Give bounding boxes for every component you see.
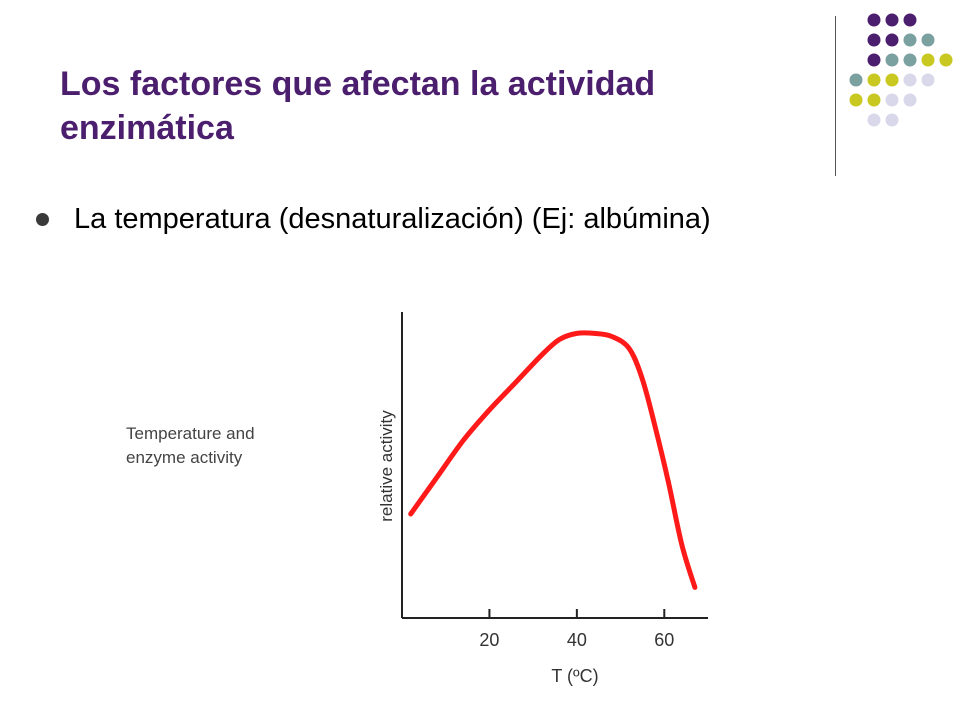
decorative-dot bbox=[921, 53, 935, 67]
decorative-dot bbox=[867, 113, 881, 127]
decorative-dot bbox=[885, 33, 899, 47]
decorative-dot bbox=[885, 53, 899, 67]
decorative-dot bbox=[903, 73, 917, 87]
activity-curve bbox=[408, 330, 698, 590]
chart-caption: Temperature and enzyme activity bbox=[126, 424, 255, 467]
decorative-dot bbox=[849, 93, 863, 107]
slide-title: Los factores que afectan la actividad en… bbox=[60, 65, 656, 147]
bullet-icon bbox=[36, 213, 49, 226]
decorative-dot-grid bbox=[849, 13, 953, 127]
decorative-dot bbox=[885, 93, 899, 107]
decorative-dot bbox=[867, 73, 881, 87]
decorative-dot bbox=[903, 93, 917, 107]
title-divider bbox=[835, 16, 836, 176]
x-tick-label: 20 bbox=[479, 630, 499, 650]
decorative-dot bbox=[921, 33, 935, 47]
decorative-dot bbox=[903, 33, 917, 47]
decorative-dot bbox=[939, 53, 953, 67]
decorative-dot bbox=[885, 73, 899, 87]
decorative-dot bbox=[885, 13, 899, 27]
x-tick-label: 40 bbox=[567, 630, 587, 650]
bullet-text: La temperatura (desnaturalización) (Ej: … bbox=[74, 203, 711, 235]
decorative-dot bbox=[903, 13, 917, 27]
x-axis-label: T (ºC) bbox=[551, 666, 598, 686]
y-axis-label: relative activity bbox=[377, 410, 396, 522]
decorative-dot bbox=[885, 113, 899, 127]
x-tick-label: 60 bbox=[654, 630, 674, 650]
decorative-dot bbox=[903, 53, 917, 67]
decorative-dot bbox=[867, 33, 881, 47]
decorative-dot bbox=[867, 13, 881, 27]
decorative-dot bbox=[849, 73, 863, 87]
decorative-dot bbox=[867, 93, 881, 107]
decorative-dot bbox=[921, 73, 935, 87]
decorative-dot bbox=[867, 53, 881, 67]
